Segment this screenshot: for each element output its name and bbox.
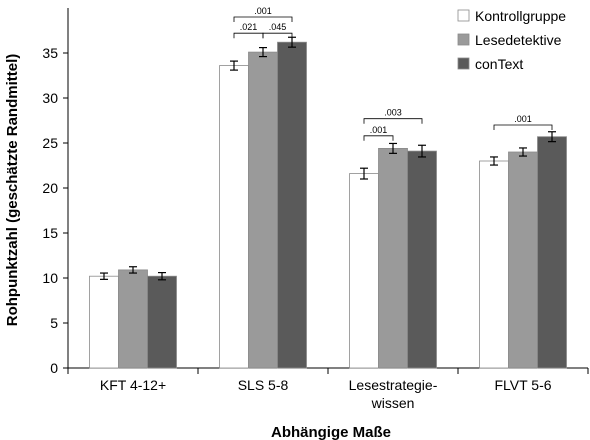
x-tick-label: KFT 4-12+ — [100, 377, 166, 393]
significance-bracket — [363, 135, 394, 141]
legend: Kontrollgruppe Lesedetektive conText — [457, 8, 566, 72]
x-tick-label: FLVT 5-6 — [494, 377, 551, 393]
x-tick-label: SLS 5-8 — [238, 377, 289, 393]
bar — [407, 150, 437, 369]
significance-label: .021 — [240, 22, 258, 32]
bar — [479, 160, 509, 369]
significance-label: .001 — [514, 114, 532, 124]
bar — [277, 41, 307, 369]
significance-bracket — [233, 16, 293, 22]
significance-label: .001 — [254, 6, 272, 16]
bar — [147, 275, 177, 369]
legend-label: conText — [475, 56, 523, 72]
bar — [537, 136, 567, 369]
bar — [118, 269, 148, 369]
significance-label: .001 — [370, 125, 388, 135]
y-axis-title: Rohpunktzahl (geschätzte Randmittel) — [4, 54, 21, 327]
bar — [219, 65, 249, 369]
y-tick-label: 25 — [42, 135, 58, 151]
legend-swatch — [457, 57, 470, 70]
legend-label: Lesedetektive — [475, 32, 562, 48]
bar — [248, 51, 278, 369]
x-tick-label: Lesestrategie-wissen — [349, 377, 438, 411]
y-tick-label: 5 — [50, 315, 58, 331]
bar — [378, 147, 408, 369]
significance-label: .045 — [269, 22, 287, 32]
y-tick-label: 35 — [42, 45, 58, 61]
significance-label: .003 — [384, 108, 402, 118]
y-tick-label: 20 — [42, 180, 58, 196]
y-tick-label: 30 — [42, 90, 58, 106]
legend-label: Kontrollgruppe — [475, 8, 566, 24]
significance-bracket — [363, 118, 423, 124]
significance-bracket — [233, 32, 264, 39]
bar — [508, 151, 538, 369]
x-axis-title: Abhängige Maße — [271, 424, 391, 440]
bar — [349, 173, 379, 369]
legend-swatch — [457, 33, 470, 46]
y-tick-label: 15 — [42, 225, 58, 241]
plot-area: 0 5 10 15 20 25 30 35 KFT 4-12+ SLS 5-8 Lesestrate… — [42, 6, 589, 411]
significance-bracket — [493, 124, 553, 130]
y-tick-label: 10 — [42, 270, 58, 286]
significance-bracket — [262, 32, 293, 39]
bar — [89, 275, 119, 369]
y-tick-label: 0 — [50, 360, 58, 376]
legend-swatch — [457, 9, 470, 22]
